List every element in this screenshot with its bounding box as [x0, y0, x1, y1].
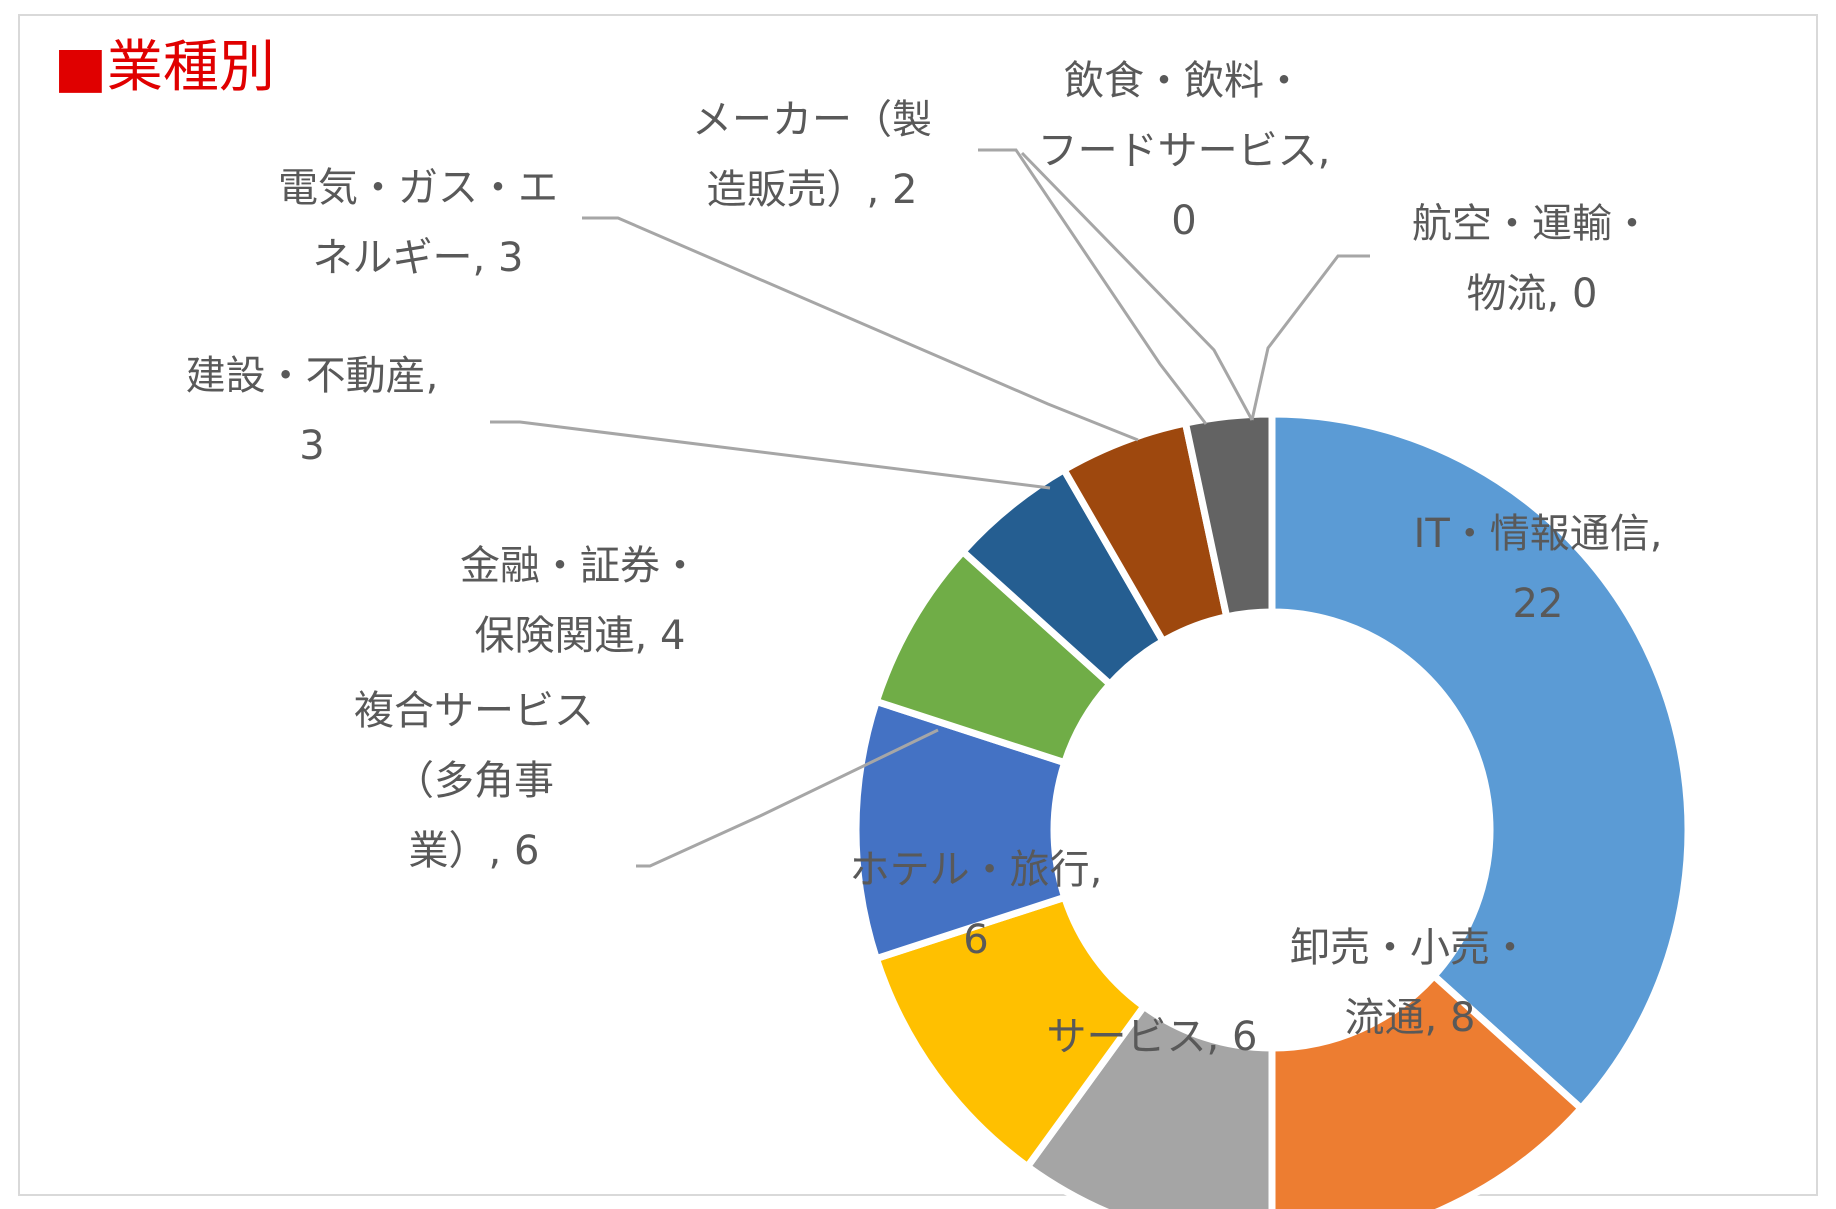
data-label: IT・情報通信, 22 — [1414, 511, 1663, 627]
leader-line — [582, 216, 1139, 442]
donut-slice — [1268, 410, 1692, 1114]
chart-title: ■業種別 — [54, 35, 275, 100]
data-label: 飲食・飲料・フードサービス, 0 — [1038, 58, 1331, 244]
data-label: 卸売・小売・流通, 8 — [1290, 925, 1530, 1041]
data-label: メーカー（製造販売）, 2 — [692, 97, 932, 213]
leader-line — [1020, 151, 1254, 421]
data-label: 電気・ガス・エネルギー, 3 — [278, 165, 558, 281]
leader-line — [978, 148, 1208, 425]
leader-line — [636, 728, 939, 868]
donut-slice — [1181, 410, 1276, 621]
leader-line — [1250, 254, 1370, 421]
data-label: サービス, 6 — [1047, 1014, 1258, 1060]
leader-line — [490, 420, 1051, 490]
data-label: 金融・証券・保険関連, 4 — [460, 543, 700, 659]
data-label: 複合サービス（多角事業）, 6 — [354, 688, 594, 874]
data-label: 建設・不動産, 3 — [186, 353, 439, 469]
donut-slice — [1268, 970, 1587, 1209]
data-label: ホテル・旅行, 6 — [850, 847, 1103, 963]
data-label: 航空・運輸・物流, 0 — [1412, 201, 1652, 317]
